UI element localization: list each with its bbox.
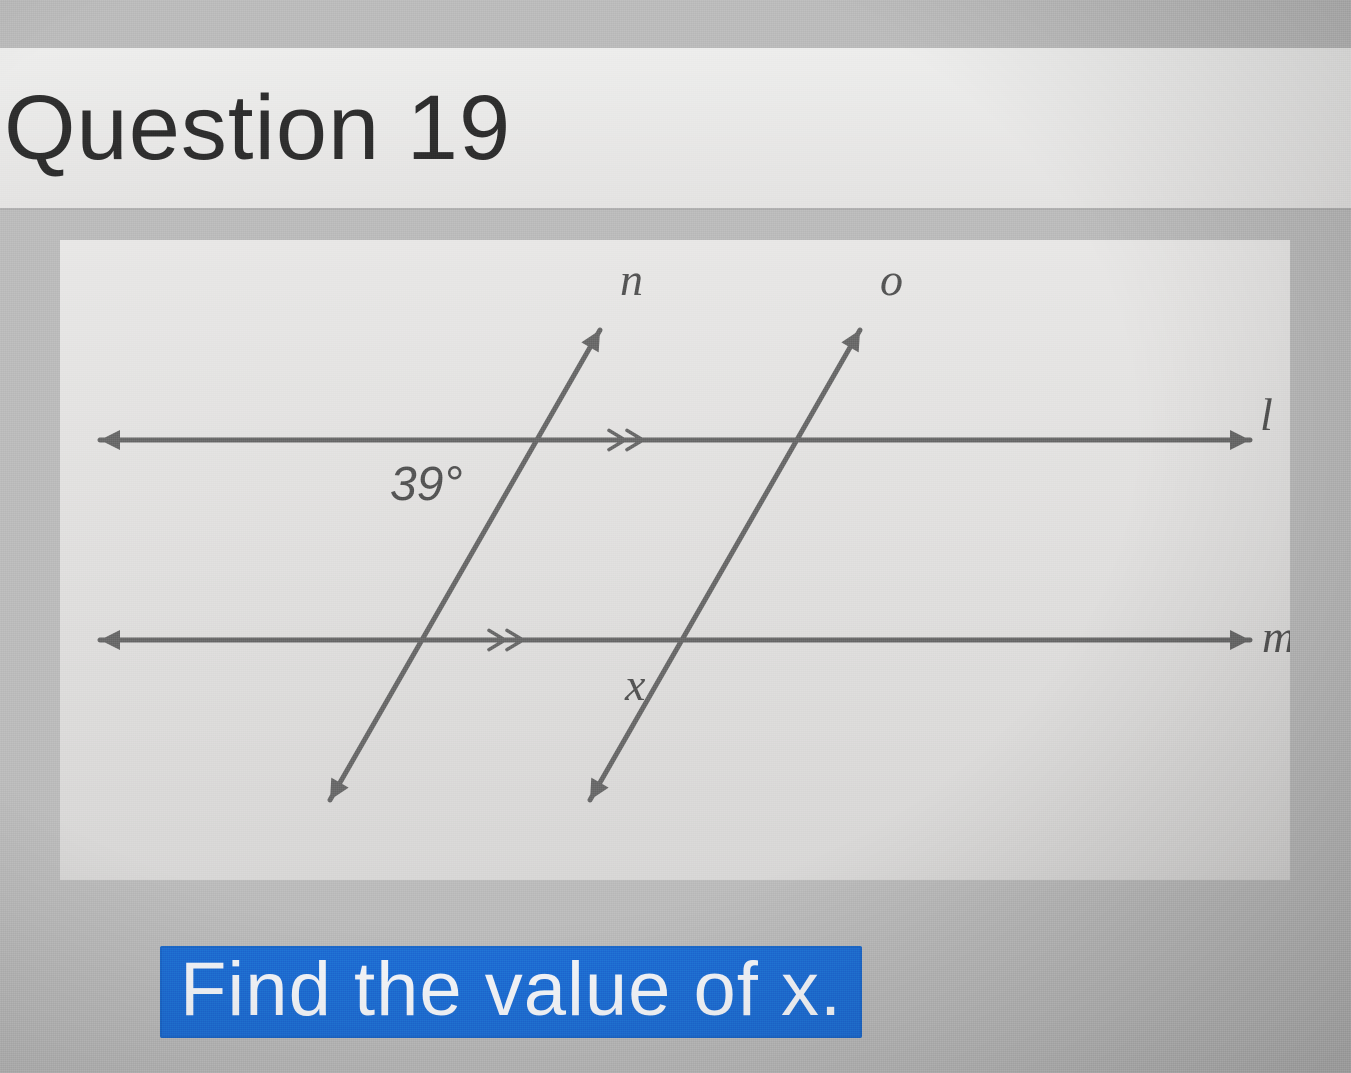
svg-text:n: n xyxy=(620,254,643,305)
svg-text:m: m xyxy=(1262,611,1290,662)
geometry-diagram: n o l m 39° x xyxy=(60,240,1290,880)
svg-text:o: o xyxy=(880,254,903,305)
svg-text:39°: 39° xyxy=(390,458,463,511)
question-title: Question 19 xyxy=(0,76,511,181)
svg-text:x: x xyxy=(624,659,646,710)
svg-text:l: l xyxy=(1260,389,1273,440)
diagram-panel: n o l m 39° x xyxy=(60,240,1290,880)
question-header: Question 19 xyxy=(0,48,1351,208)
prompt-highlight: Find the value of x. xyxy=(160,946,862,1038)
